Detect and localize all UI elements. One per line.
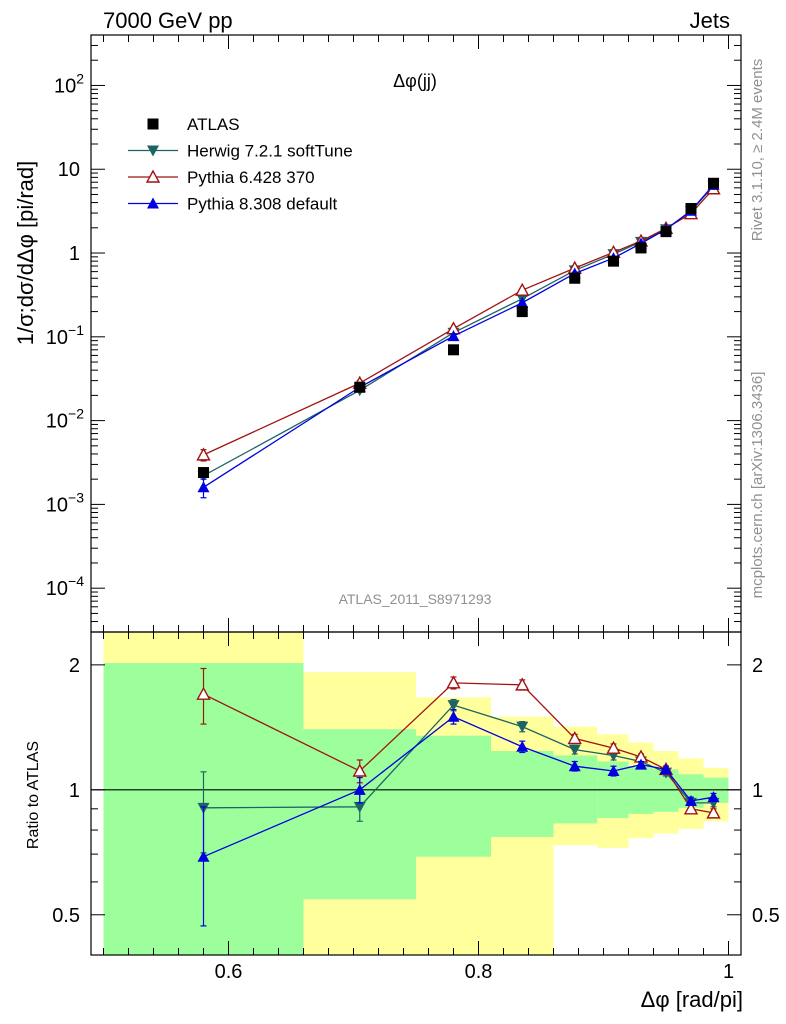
pythia6-main-line	[203, 188, 714, 456]
pythia8-ratio-point	[607, 765, 620, 777]
plot-title: Δφ(jj)	[393, 71, 437, 91]
x-tick-label: 0.8	[465, 961, 493, 983]
main-y-tick-label: 10−1	[46, 322, 84, 349]
legend-marker-data	[147, 118, 159, 130]
main-y-tick-label: 10−2	[46, 406, 84, 433]
mcplots-reference-label: mcplots.cern.ch [arXiv:1306.3436]	[749, 372, 766, 599]
pythia6-ratio-line	[203, 682, 714, 814]
data-main-point	[608, 255, 619, 267]
main-y-tick-label: 10−3	[46, 489, 84, 516]
data-main-point	[635, 242, 647, 254]
data-main-point	[354, 381, 366, 393]
legend-label-pythia8: Pythia 8.308 default	[187, 195, 338, 214]
pythia8-ratio-point	[197, 850, 210, 862]
x-axis-title: Δφ [rad/pi]	[641, 987, 743, 1012]
ratio-y-axis: 0.5 0.5 1 1 2 2	[52, 655, 780, 956]
pythia8-ratio-point	[635, 758, 647, 770]
rivet-version-label: Rivet 3.1.10, ≥ 2.4M events	[749, 59, 766, 242]
data-main-point	[660, 226, 672, 238]
main-y-tick-label: 10−4	[46, 573, 84, 600]
pythia8-ratio-point	[660, 763, 672, 775]
legend-marker-pythia6	[145, 169, 161, 183]
ratio-y-tick-label: 2	[69, 655, 80, 677]
herwig-ratio-point	[516, 721, 529, 733]
main-series	[196, 177, 721, 499]
herwig-ratio-point	[447, 700, 460, 712]
band-inner-3	[491, 751, 554, 837]
main-y-axis: 10−4 10−3 10−2 10−1 1 10 102	[46, 34, 741, 633]
pythia8-ratio-point	[568, 760, 581, 772]
ratio-series	[196, 667, 721, 927]
x-tick-label: 0.6	[215, 961, 243, 983]
pythia8-ratio-point	[353, 783, 366, 795]
ratio-y-tick-label-right: 1	[752, 780, 763, 802]
ratio-y-tick-label: 1	[69, 780, 80, 802]
header-right-label: Jets	[690, 8, 730, 33]
analysis-id-label: ATLAS_2011_S8971293	[339, 591, 492, 607]
legend-label-data: ATLAS	[187, 115, 240, 134]
herwig-ratio-line	[203, 704, 714, 809]
data-main-point	[569, 272, 581, 284]
pythia6-ratio-point	[352, 763, 367, 777]
band-inner-2	[416, 735, 491, 857]
pythia6-main-point	[196, 447, 211, 461]
data-main-point	[708, 177, 719, 189]
ratio-plot-frame	[90, 631, 742, 956]
legend-marker-herwig	[147, 145, 159, 157]
main-y-tick-label: 10	[58, 159, 80, 181]
legend: ATLAS Herwig 7.2.1 softTune Pythia 6.428 3…	[128, 115, 353, 214]
ratio-y-tick-label: 0.5	[52, 905, 80, 927]
ratio-uncertainty-bands	[103, 632, 729, 955]
pythia6-ratio-point	[567, 730, 582, 745]
pythia8-ratio-point	[447, 710, 460, 722]
pythia8-ratio-point	[707, 791, 720, 803]
main-y-tick-label: 1	[69, 243, 80, 265]
pythia6-ratio-point	[606, 740, 621, 754]
pythia8-main-point	[516, 296, 529, 308]
data-main-point	[685, 202, 697, 214]
pythia8-main-line	[203, 184, 714, 488]
pythia8-ratio-line	[203, 715, 714, 858]
data-main-point	[198, 467, 209, 479]
main-y-axis-title: 1/σ;dσ/dΔφ [pi/rad]	[13, 161, 38, 346]
pythia6-main-point	[515, 282, 530, 296]
data-main-point	[516, 306, 528, 318]
pythia6-ratio-point	[196, 686, 211, 700]
pythia8-ratio-point	[685, 794, 697, 806]
pythia8-ratio-point	[516, 740, 529, 752]
ratio-y-tick-label-right: 0.5	[752, 905, 780, 927]
x-tick-label: 1	[723, 961, 734, 983]
pythia6-ratio-point	[706, 805, 721, 819]
pythia8-main-point	[197, 481, 210, 493]
ratio-y-tick-label-right: 2	[752, 655, 763, 677]
x-axis: 0.6 0.8 1	[103, 35, 734, 983]
ratio-y-axis-title: Ratio to ATLAS	[25, 741, 42, 849]
header-left-label: 7000 GeV pp	[103, 8, 233, 33]
pythia6-ratio-point	[515, 677, 530, 691]
main-y-tick-label: 102	[54, 70, 84, 97]
legend-label-pythia6: Pythia 6.428 370	[187, 168, 315, 187]
herwig-ratio-point	[353, 801, 366, 813]
pythia6-ratio-point	[683, 801, 699, 815]
pythia8-main-point	[447, 330, 460, 342]
pythia6-ratio-point	[446, 675, 461, 689]
legend-label-herwig: Herwig 7.2.1 softTune	[187, 142, 353, 161]
legend-marker-pythia8	[147, 197, 159, 209]
data-main-point	[448, 344, 459, 356]
herwig-ratio-point	[568, 744, 581, 756]
